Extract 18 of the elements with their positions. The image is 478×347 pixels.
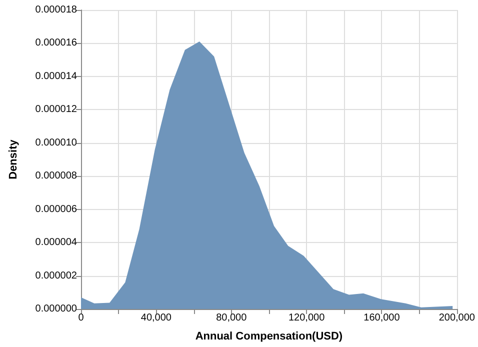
x-tick-label: 40,000 bbox=[140, 312, 172, 324]
y-tick-label: 0.000008 bbox=[35, 170, 78, 182]
x-tick-label: 0 bbox=[78, 312, 84, 324]
y-tick-label: 0.000018 bbox=[35, 4, 78, 16]
y-tick-label: 0.000000 bbox=[35, 304, 78, 314]
y-tick-label: 0.000012 bbox=[35, 104, 78, 116]
x-tick-label: 80,000 bbox=[216, 312, 248, 324]
x-tick-label: 120,000 bbox=[288, 312, 326, 324]
y-tick-label: 0.000004 bbox=[35, 237, 78, 248]
y-tick-label: 0.000010 bbox=[35, 137, 78, 148]
y-tick-label: 0.000016 bbox=[35, 38, 78, 49]
y-tick-label: 0.000014 bbox=[35, 70, 78, 82]
x-tick-label: 200,000 bbox=[438, 312, 476, 324]
x-tick-label: 160,000 bbox=[364, 312, 400, 324]
y-tick-label: 0.000002 bbox=[35, 270, 78, 282]
x-axis-title: Annual Compensation(USD) bbox=[195, 330, 343, 342]
y-axis-title: Density bbox=[8, 138, 20, 180]
y-tick-label: 0.000006 bbox=[35, 204, 78, 215]
